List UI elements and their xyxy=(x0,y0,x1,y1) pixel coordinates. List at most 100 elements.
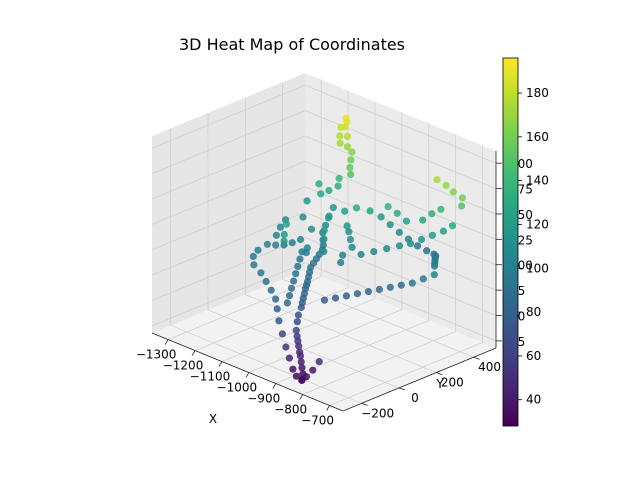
data-point xyxy=(386,283,394,291)
data-point xyxy=(298,376,306,385)
data-point xyxy=(423,247,431,255)
data-point xyxy=(294,262,302,270)
gridline-z-left xyxy=(151,186,306,251)
gridline-z-back xyxy=(304,84,497,164)
chart-title: 3D Heat Map of Coordinates xyxy=(179,35,405,54)
x-axis-label: X xyxy=(209,412,217,426)
y-tick xyxy=(436,372,443,375)
axes-3d: −1300−1200−1100−1000−900−800−700 −200 0 200… xyxy=(136,73,533,428)
data-point xyxy=(320,235,328,243)
x-tick-label: −1200 xyxy=(163,359,204,373)
data-point xyxy=(336,132,344,140)
data-point xyxy=(448,222,457,230)
data-point xyxy=(341,207,349,215)
colorbar-tick-label: 60 xyxy=(526,349,541,363)
data-point xyxy=(428,210,436,218)
data-point xyxy=(346,164,354,172)
data-point xyxy=(442,181,450,190)
data-point xyxy=(285,354,293,362)
data-point xyxy=(283,299,291,307)
gridline-z-back xyxy=(304,160,497,240)
data-point xyxy=(262,277,270,286)
gridline-z-back xyxy=(304,262,497,342)
gridline-z-back xyxy=(304,211,497,291)
data-point xyxy=(377,213,385,221)
data-point xyxy=(430,262,439,270)
data-point xyxy=(397,281,405,289)
data-point xyxy=(320,248,328,256)
colorbar: 40 60 80 100 120 140 160 180 xyxy=(502,57,549,427)
colorbar-tick-label: 40 xyxy=(526,393,541,407)
data-point xyxy=(275,317,283,325)
data-point xyxy=(325,212,333,220)
pane-back xyxy=(305,73,496,348)
pane-floor xyxy=(152,270,496,411)
gridline-z-left xyxy=(151,160,306,225)
colorbar-gradient xyxy=(502,57,519,427)
data-point xyxy=(331,294,340,302)
data-point xyxy=(419,275,427,283)
data-point xyxy=(402,217,410,225)
data-point xyxy=(257,269,265,277)
x-tick xyxy=(272,383,277,389)
data-point xyxy=(303,197,311,205)
data-point xyxy=(293,318,301,326)
data-point xyxy=(348,243,356,251)
data-point xyxy=(296,352,304,360)
data-point xyxy=(315,180,323,188)
data-point xyxy=(280,237,288,245)
data-point xyxy=(297,303,305,312)
data-point xyxy=(298,364,306,372)
data-point xyxy=(280,230,288,239)
left-pane xyxy=(152,73,305,333)
pane-left xyxy=(152,73,305,333)
data-point xyxy=(292,372,300,380)
x-tick xyxy=(218,361,223,367)
data-point xyxy=(343,222,351,230)
gridline-z-back xyxy=(304,186,497,266)
colorbar-tick-label: 80 xyxy=(526,305,541,319)
data-point xyxy=(296,255,304,263)
data-point xyxy=(272,241,280,249)
data-point xyxy=(329,204,337,212)
data-point xyxy=(309,366,317,374)
y-tick-label: −200 xyxy=(361,406,394,420)
data-point xyxy=(302,249,310,257)
data-point xyxy=(352,204,361,212)
x-tick-label: −1100 xyxy=(190,370,231,384)
data-point xyxy=(299,213,307,221)
data-point xyxy=(364,288,372,296)
gridline-z-left xyxy=(151,211,306,276)
x-tick xyxy=(164,339,169,345)
data-points xyxy=(249,114,467,385)
data-point xyxy=(341,123,349,131)
gridline-z-left xyxy=(151,135,306,200)
data-point xyxy=(315,358,323,366)
data-point xyxy=(296,235,305,244)
x-tick-label: −700 xyxy=(301,414,334,428)
colorbar-tick-label: 100 xyxy=(526,261,549,275)
data-point xyxy=(325,186,333,195)
data-point xyxy=(406,240,415,248)
data-point xyxy=(267,286,275,294)
x-tick xyxy=(326,405,330,411)
data-point xyxy=(357,250,365,259)
data-point xyxy=(272,231,280,239)
data-point xyxy=(433,176,441,184)
data-point xyxy=(295,342,303,350)
data-point xyxy=(383,245,391,253)
data-point xyxy=(419,216,427,224)
data-point xyxy=(408,279,416,287)
colorbar-tick-label: 140 xyxy=(526,174,549,188)
data-point xyxy=(370,248,378,256)
gridline-y-floor xyxy=(207,309,400,389)
gridline-x-floor xyxy=(302,331,456,395)
colorbar-tick-label: 160 xyxy=(526,130,549,144)
data-point xyxy=(337,258,345,267)
y-tick-label: 400 xyxy=(478,360,501,374)
data-point xyxy=(393,209,401,217)
data-point xyxy=(428,231,436,239)
data-point xyxy=(287,284,296,292)
y-tick xyxy=(361,402,368,406)
data-point xyxy=(458,202,466,210)
